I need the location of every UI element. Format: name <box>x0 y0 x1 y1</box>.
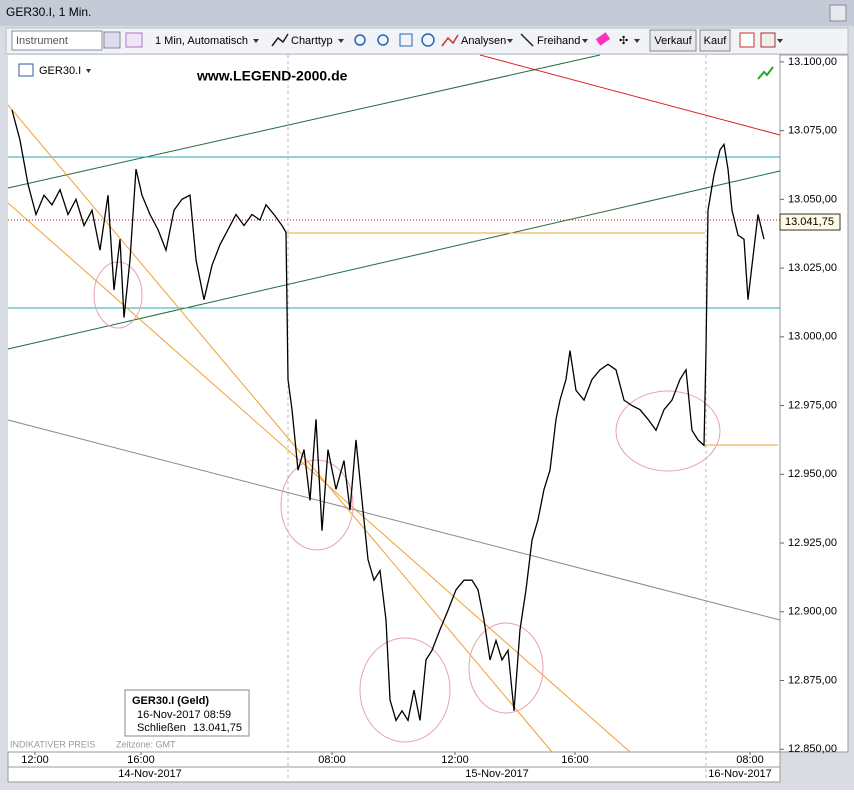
icon <box>441 34 459 47</box>
dropdown-arrow <box>253 39 259 43</box>
y-tick-label: 13.050,00 <box>788 193 837 205</box>
x-tick-label: 16:00 <box>127 754 155 766</box>
icon[interactable] <box>421 33 435 47</box>
trend-line <box>7 170 781 350</box>
dropdown-arrow <box>86 69 91 73</box>
y-tick-label: 13.100,00 <box>788 56 837 68</box>
date-label: 15-Nov-2017 <box>465 768 529 780</box>
sell-label: Verkauf <box>654 35 692 47</box>
y-tick-label: 12.900,00 <box>788 606 837 618</box>
y-tick-label: 12.925,00 <box>788 537 837 549</box>
analyses-menu[interactable]: Analysen <box>461 35 506 47</box>
trend-channel <box>7 104 553 753</box>
symbol-icon <box>18 63 34 77</box>
x-tick-label: 12:00 <box>21 754 49 766</box>
y-tick-label: 13.075,00 <box>788 125 837 137</box>
instrument-placeholder: Instrument <box>16 35 68 47</box>
tooltip-title: GER30.I (Geld) <box>132 695 209 707</box>
tooltip-close-label: Schließen <box>137 722 186 734</box>
buy-label: Kauf <box>704 35 728 47</box>
freehand-menu[interactable]: Freihand <box>537 35 580 47</box>
trend-line <box>7 419 781 621</box>
dropdown-arrow <box>777 39 783 43</box>
highlight-ellipse <box>93 261 143 329</box>
y-tick-label: 12.950,00 <box>788 468 837 480</box>
y-tick-label: 12.875,00 <box>788 674 837 686</box>
highlight-ellipse <box>280 459 354 551</box>
zoom-out[interactable] <box>377 34 389 46</box>
highlight-ellipse <box>615 390 721 472</box>
drawings <box>7 54 781 753</box>
x-tick-label: 16:00 <box>561 754 589 766</box>
icon[interactable]: ✣ <box>619 35 628 47</box>
icon[interactable] <box>125 32 143 48</box>
status-icon <box>757 66 774 80</box>
plot-area <box>8 55 780 752</box>
title-bar <box>0 0 854 26</box>
icon <box>271 33 289 47</box>
dropdown-arrow <box>634 39 640 43</box>
highlight-ellipse <box>468 622 544 714</box>
y-tick-label: 13.000,00 <box>788 331 837 343</box>
charttype-menu[interactable]: Charttyp <box>291 35 333 47</box>
trend-line <box>7 54 601 189</box>
footer-note: INDIKATIVER PREIS <box>10 739 95 749</box>
instrument-input[interactable] <box>11 30 103 51</box>
icon[interactable] <box>739 32 755 48</box>
legend-entry[interactable]: GER30.I <box>39 65 81 77</box>
trend-line <box>479 54 781 136</box>
last-price-tag <box>779 213 841 231</box>
window-title: GER30.I, 1 Min. <box>6 5 91 19</box>
watermark: www.LEGEND-2000.de <box>196 68 348 84</box>
date-label: 16-Nov-2017 <box>708 768 772 780</box>
zoom-in[interactable] <box>354 34 366 46</box>
y-tick-label: 12.850,00 <box>788 743 837 755</box>
icon <box>520 33 534 47</box>
x-tick-label: 08:00 <box>736 754 764 766</box>
tooltip <box>124 689 250 737</box>
x-tick-label: 08:00 <box>318 754 346 766</box>
interval-menu[interactable]: 1 Min, Automatisch <box>155 35 248 47</box>
dropdown-arrow <box>338 39 344 43</box>
highlight-ellipse <box>359 637 451 743</box>
instrument-button[interactable] <box>103 31 121 49</box>
tooltip-close: 13.041,75 <box>193 722 242 734</box>
price-line <box>11 109 765 723</box>
window-button[interactable] <box>829 4 847 22</box>
y-tick-label: 13.025,00 <box>788 262 837 274</box>
y-tick-label: 12.975,00 <box>788 399 837 411</box>
icon[interactable] <box>399 33 413 47</box>
icon[interactable] <box>760 32 776 48</box>
timezone: Zeitzone: GMT <box>116 739 176 749</box>
date-label: 14-Nov-2017 <box>118 768 182 780</box>
last-price-label: 13.041,75 <box>785 216 834 228</box>
dropdown-arrow <box>507 39 513 43</box>
dropdown-arrow <box>582 39 588 43</box>
tooltip-datetime: 16-Nov-2017 08:59 <box>137 709 231 721</box>
buy-button[interactable] <box>699 29 731 52</box>
sell-button[interactable] <box>649 29 697 52</box>
x-tick-label: 12:00 <box>441 754 469 766</box>
icon[interactable] <box>595 32 611 46</box>
value-axis <box>779 54 849 753</box>
